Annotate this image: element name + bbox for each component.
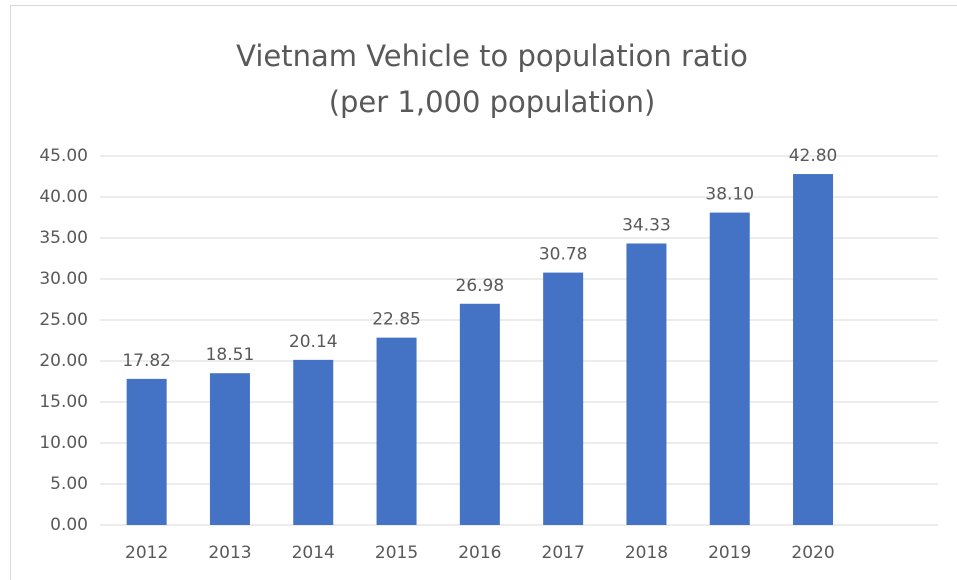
bar [126, 378, 167, 525]
x-tick-label: 2017 [542, 543, 585, 563]
x-tick-label: 2018 [625, 543, 668, 563]
bar [626, 243, 667, 525]
data-label: 26.98 [456, 276, 505, 296]
bar [793, 174, 834, 526]
y-tick-label: 25.00 [39, 310, 88, 330]
bar [543, 272, 584, 525]
y-tick-label: 45.00 [39, 146, 88, 166]
x-tick-label: 2020 [791, 543, 834, 563]
data-label: 18.51 [206, 345, 255, 365]
x-tick-label: 2015 [375, 543, 418, 563]
x-tick-label: 2019 [708, 543, 751, 563]
bar [209, 373, 250, 525]
y-tick-label: 20.00 [39, 351, 88, 371]
y-tick-label: 35.00 [39, 228, 88, 248]
y-tick-label: 15.00 [39, 392, 88, 412]
x-tick-label: 2016 [458, 543, 501, 563]
y-tick-label: 0.00 [50, 515, 88, 535]
data-label: 38.10 [705, 185, 754, 205]
data-label: 22.85 [372, 310, 421, 330]
y-tick-label: 5.00 [50, 474, 88, 494]
chart-subtitle: (per 1,000 population) [329, 85, 656, 119]
y-tick-label: 30.00 [39, 269, 88, 289]
y-tick-label: 40.00 [39, 187, 88, 207]
data-label: 42.80 [789, 146, 838, 166]
bar [709, 212, 750, 525]
y-tick-label: 10.00 [39, 433, 88, 453]
x-tick-label: 2012 [125, 543, 168, 563]
bar [376, 337, 417, 525]
x-tick-label: 2014 [292, 543, 335, 563]
data-label: 20.14 [289, 332, 338, 352]
bar [293, 359, 334, 525]
data-label: 30.78 [539, 245, 588, 265]
data-label: 17.82 [122, 351, 171, 371]
x-tick-label: 2013 [208, 543, 251, 563]
data-label: 34.33 [622, 215, 671, 235]
chart-title: Vietnam Vehicle to population ratio [236, 39, 748, 73]
bar [459, 303, 500, 525]
